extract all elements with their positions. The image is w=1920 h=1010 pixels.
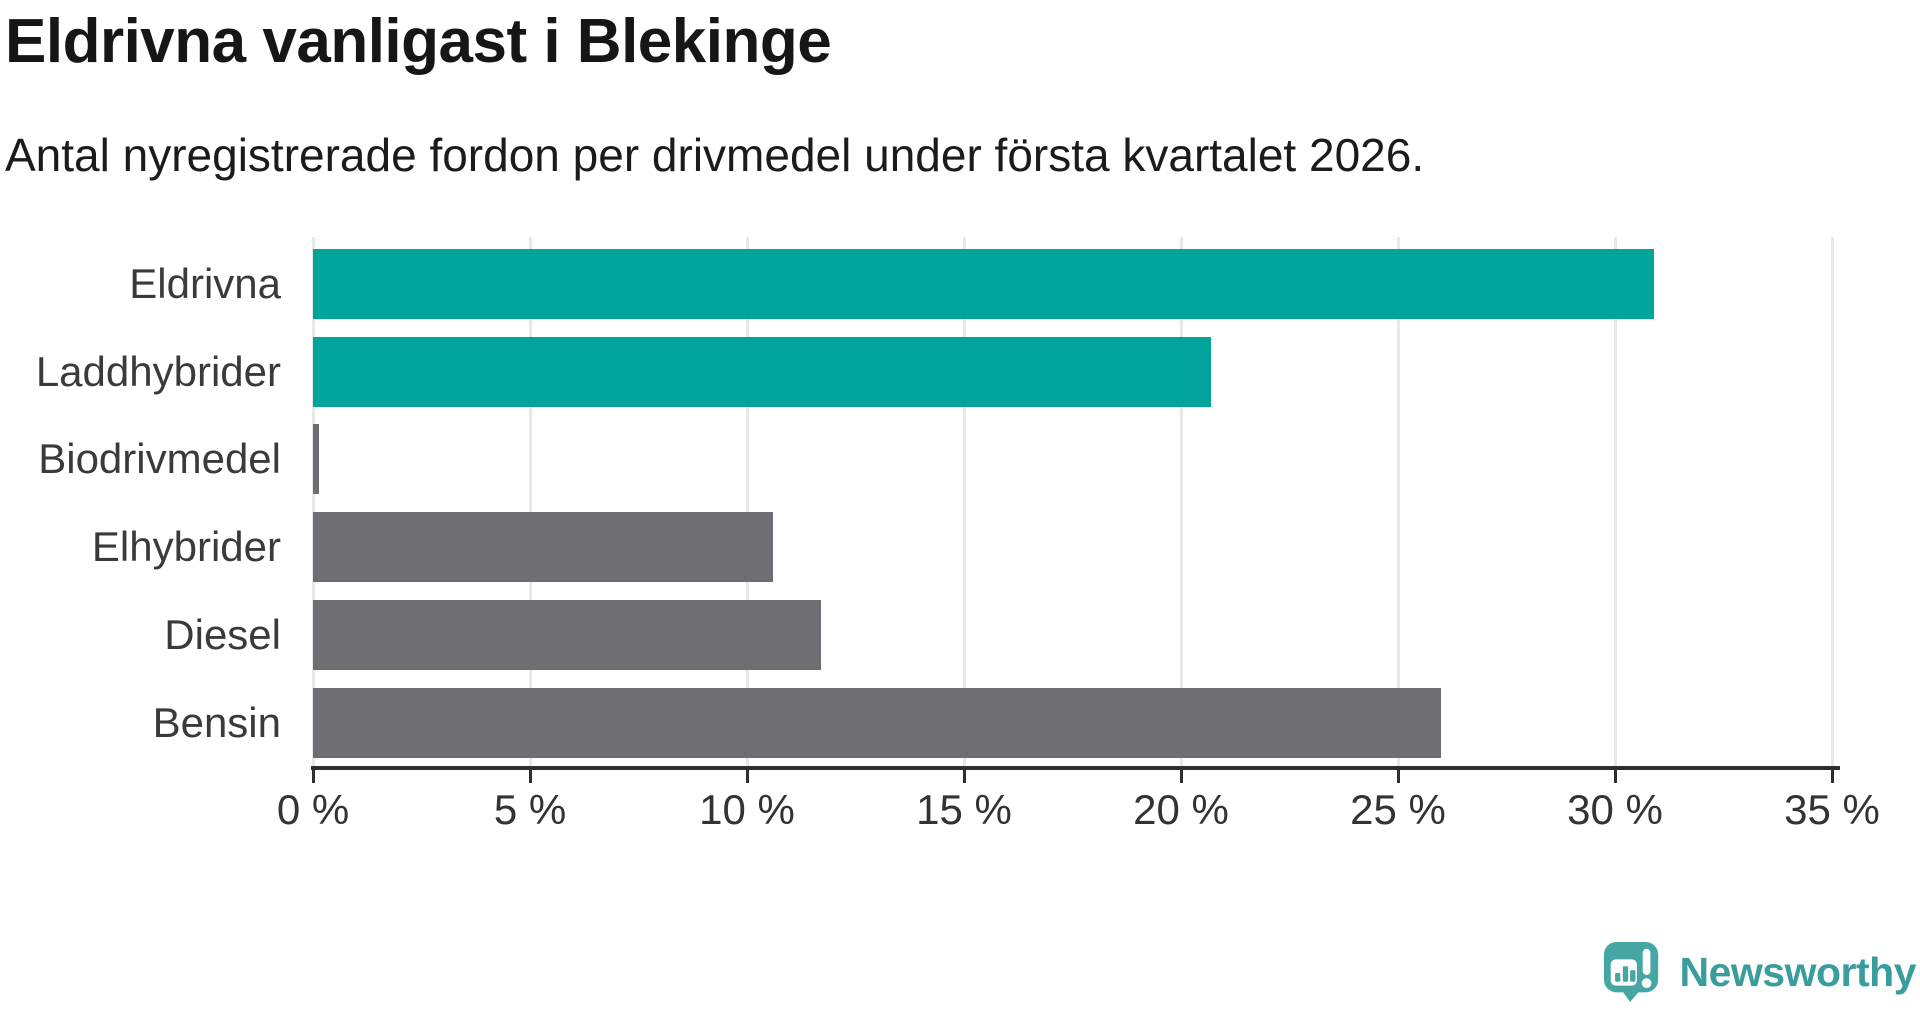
category-label-biodrivmedel: Biodrivmedel	[38, 435, 281, 483]
x-axis-tick-label: 10 %	[699, 786, 795, 833]
gridline	[962, 237, 966, 766]
x-axis-tick-label: 25 %	[1350, 786, 1446, 833]
bar-bensin	[313, 687, 1442, 758]
category-label-eldrivna: Eldrivna	[129, 260, 281, 307]
x-axis-tick	[1613, 770, 1617, 783]
x-axis-tick	[311, 770, 315, 783]
x-axis-tick	[962, 770, 966, 783]
x-axis-tick-label: 35 %	[1784, 786, 1880, 833]
chart-subtitle: Antal nyregistrerade fordon per drivmede…	[5, 129, 1425, 181]
category-label-diesel: Diesel	[164, 610, 281, 658]
newsworthy-logo-icon	[1603, 941, 1658, 1003]
bar-diesel	[313, 599, 821, 670]
bar-laddhybrider	[313, 336, 1212, 407]
x-axis-tick	[528, 770, 532, 783]
bar-eldrivna	[313, 249, 1655, 319]
x-axis-tick-label: 0 %	[276, 786, 350, 833]
gridline	[745, 237, 749, 766]
x-axis-tick-label: 15 %	[916, 786, 1012, 833]
gridline	[528, 237, 532, 766]
x-axis-tick-label: 30 %	[1567, 786, 1663, 833]
category-label-bensin: Bensin	[152, 698, 281, 746]
bar-elhybrider	[313, 512, 774, 583]
x-axis-tick	[745, 770, 749, 783]
x-axis-tick	[1396, 770, 1400, 783]
x-axis-tick-label: 5 %	[493, 786, 567, 833]
gridline	[1613, 237, 1617, 766]
gridline	[1179, 237, 1183, 766]
gridline	[1396, 237, 1400, 766]
newsworthy-logo: Newsworthy	[1602, 940, 1917, 1004]
x-axis-line	[311, 766, 1840, 770]
gridline	[311, 237, 315, 766]
chart-title: Eldrivna vanligast i Blekinge	[5, 7, 832, 76]
category-label-elhybrider: Elhybrider	[91, 523, 281, 571]
category-label-laddhybrider: Laddhybrider	[35, 347, 281, 395]
x-axis-tick	[1179, 770, 1183, 783]
gridline	[1830, 237, 1834, 766]
x-axis-tick-label: 20 %	[1133, 786, 1229, 833]
bar-biodrivmedel	[313, 424, 319, 495]
x-axis-tick	[1830, 770, 1834, 783]
newsworthy-logo-text: Newsworthy	[1679, 948, 1917, 995]
